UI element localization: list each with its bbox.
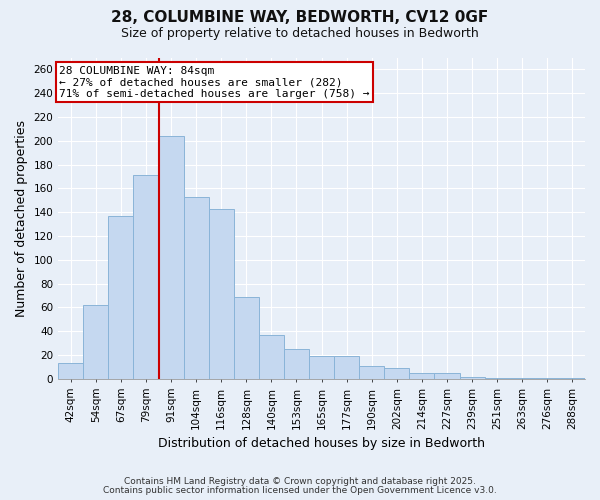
Bar — [83, 305, 109, 379]
Bar — [259, 335, 284, 379]
Bar — [309, 356, 334, 379]
Bar — [58, 364, 83, 379]
Bar — [560, 378, 585, 379]
Bar — [209, 208, 234, 379]
Bar — [359, 366, 385, 379]
Bar — [109, 216, 133, 379]
Y-axis label: Number of detached properties: Number of detached properties — [15, 120, 28, 316]
Bar — [434, 373, 460, 379]
Text: 28 COLUMBINE WAY: 84sqm
← 27% of detached houses are smaller (282)
71% of semi-d: 28 COLUMBINE WAY: 84sqm ← 27% of detache… — [59, 66, 370, 99]
Bar — [510, 378, 535, 379]
Text: Contains HM Land Registry data © Crown copyright and database right 2025.: Contains HM Land Registry data © Crown c… — [124, 477, 476, 486]
Bar — [485, 378, 510, 379]
Bar — [334, 356, 359, 379]
Text: Contains public sector information licensed under the Open Government Licence v3: Contains public sector information licen… — [103, 486, 497, 495]
Bar — [158, 136, 184, 379]
X-axis label: Distribution of detached houses by size in Bedworth: Distribution of detached houses by size … — [158, 437, 485, 450]
Bar — [409, 373, 434, 379]
Bar — [284, 349, 309, 379]
Text: Size of property relative to detached houses in Bedworth: Size of property relative to detached ho… — [121, 28, 479, 40]
Bar — [234, 297, 259, 379]
Bar — [133, 176, 158, 379]
Bar — [184, 197, 209, 379]
Text: 28, COLUMBINE WAY, BEDWORTH, CV12 0GF: 28, COLUMBINE WAY, BEDWORTH, CV12 0GF — [112, 10, 488, 25]
Bar — [460, 376, 485, 379]
Bar — [535, 378, 560, 379]
Bar — [385, 368, 409, 379]
